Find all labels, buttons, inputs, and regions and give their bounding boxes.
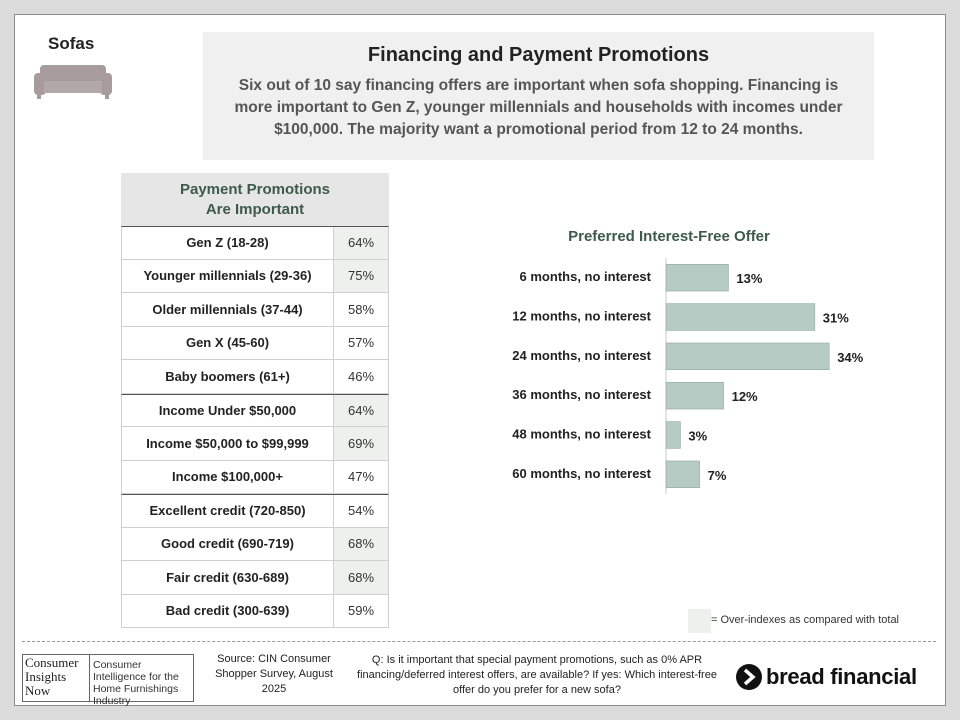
sofa-icon bbox=[34, 65, 112, 99]
row-value: 57% bbox=[347, 335, 375, 351]
row-label: Income $50,000 to $99,999 bbox=[122, 427, 334, 460]
row-value: 64% bbox=[334, 394, 388, 426]
table-row: Income Under $50,000 64% bbox=[121, 393, 389, 427]
bar bbox=[665, 263, 729, 292]
data-label: 3% bbox=[688, 428, 707, 443]
question: Q: Is it important that special payment … bbox=[357, 654, 717, 696]
legend-swatch bbox=[688, 609, 711, 633]
row-label: Younger millennials (29-36) bbox=[122, 259, 334, 292]
row-value: 64% bbox=[334, 227, 388, 259]
row-label: Baby boomers (61+) bbox=[122, 360, 334, 393]
category-label: 60 months, no interest bbox=[512, 466, 651, 481]
table: Payment Promotions Are Important Gen Z (… bbox=[121, 173, 389, 628]
bar bbox=[665, 381, 724, 410]
logo-tagline: Consumer Intelligence for the Home Furni… bbox=[93, 659, 179, 707]
bar-chart: Preferred Interest-Free Offer 6 months, … bbox=[512, 228, 864, 494]
row-label: Excellent credit (720-850) bbox=[122, 495, 334, 527]
category-label: 36 months, no interest bbox=[512, 387, 651, 402]
row-value: 75% bbox=[334, 259, 388, 292]
row-value: 46% bbox=[347, 368, 375, 384]
row-value: 58% bbox=[347, 301, 375, 317]
row-value: 69% bbox=[334, 427, 388, 460]
row-value: 59% bbox=[347, 603, 375, 619]
category-label: 12 months, no interest bbox=[512, 308, 651, 323]
bar bbox=[665, 460, 700, 489]
bar bbox=[665, 342, 830, 371]
table-row: Income $100,000+ 47% bbox=[121, 460, 389, 494]
logo-line: Now bbox=[25, 683, 51, 698]
row-value: 47% bbox=[347, 469, 375, 485]
data-label: 13% bbox=[736, 271, 762, 286]
row-label: Gen Z (18-28) bbox=[122, 227, 334, 259]
header-box: Financing and Payment Promotions Six out… bbox=[203, 32, 874, 160]
table-row: Younger millennials (29-36) 75% bbox=[121, 259, 389, 293]
category-label: 6 months, no interest bbox=[520, 269, 652, 284]
row-value: 54% bbox=[347, 503, 375, 519]
table-row: Baby boomers (61+) 46% bbox=[121, 360, 389, 394]
header-summary: Six out of 10 say financing offers are i… bbox=[234, 77, 843, 138]
row-label: Bad credit (300-639) bbox=[122, 594, 334, 627]
table-row: Fair credit (630-689) 68% bbox=[121, 561, 389, 595]
data-label: 31% bbox=[823, 310, 849, 325]
logo-line: Consumer bbox=[25, 655, 79, 670]
data-label: 34% bbox=[837, 350, 863, 365]
bar bbox=[665, 421, 681, 449]
logo-line: Insights bbox=[25, 669, 67, 684]
category-label: 24 months, no interest bbox=[512, 348, 651, 363]
logo: Consumer Insights Now Consumer Intelligenc… bbox=[22, 654, 194, 707]
table-row: Bad credit (300-639) 59% bbox=[121, 594, 389, 628]
row-label: Good credit (690-719) bbox=[122, 527, 334, 560]
table-title: Payment Promotions Are Important bbox=[121, 173, 389, 226]
table-row: Gen X (45-60) 57% bbox=[121, 326, 389, 360]
row-label: Older millennials (37-44) bbox=[122, 293, 334, 326]
brand: bread financial bbox=[766, 664, 917, 689]
row-label: Gen X (45-60) bbox=[122, 326, 334, 359]
table-row: Good credit (690-719) 68% bbox=[121, 527, 389, 561]
bar bbox=[665, 303, 816, 331]
legend-text: = Over-indexes as compared with total bbox=[711, 614, 900, 626]
section-title: Sofas bbox=[48, 34, 95, 53]
table-row: Gen Z (18-28) 64% bbox=[121, 226, 389, 260]
table-row: Older millennials (37-44) 58% bbox=[121, 293, 389, 327]
row-label: Fair credit (630-689) bbox=[122, 561, 334, 594]
header-title: Financing and Payment Promotions bbox=[367, 44, 710, 66]
table-row: Income $50,000 to $99,999 69% bbox=[121, 427, 389, 461]
row-value: 68% bbox=[334, 561, 388, 594]
brand-icon bbox=[736, 664, 762, 690]
row-value: 68% bbox=[334, 527, 388, 560]
row-label: Income $100,000+ bbox=[122, 460, 334, 493]
data-label: 7% bbox=[708, 468, 727, 483]
source: Source: CIN Consumer Shopper Survey, Aug… bbox=[215, 653, 333, 695]
divider bbox=[22, 641, 936, 642]
category-label: 48 months, no interest bbox=[512, 426, 651, 441]
row-label: Income Under $50,000 bbox=[122, 394, 334, 426]
table-row: Excellent credit (720-850) 54% bbox=[121, 494, 389, 528]
logo-name: Consumer Insights Now bbox=[23, 655, 90, 701]
data-label: 12% bbox=[732, 389, 758, 404]
chart-title: Preferred Interest-Free Offer bbox=[568, 228, 770, 245]
